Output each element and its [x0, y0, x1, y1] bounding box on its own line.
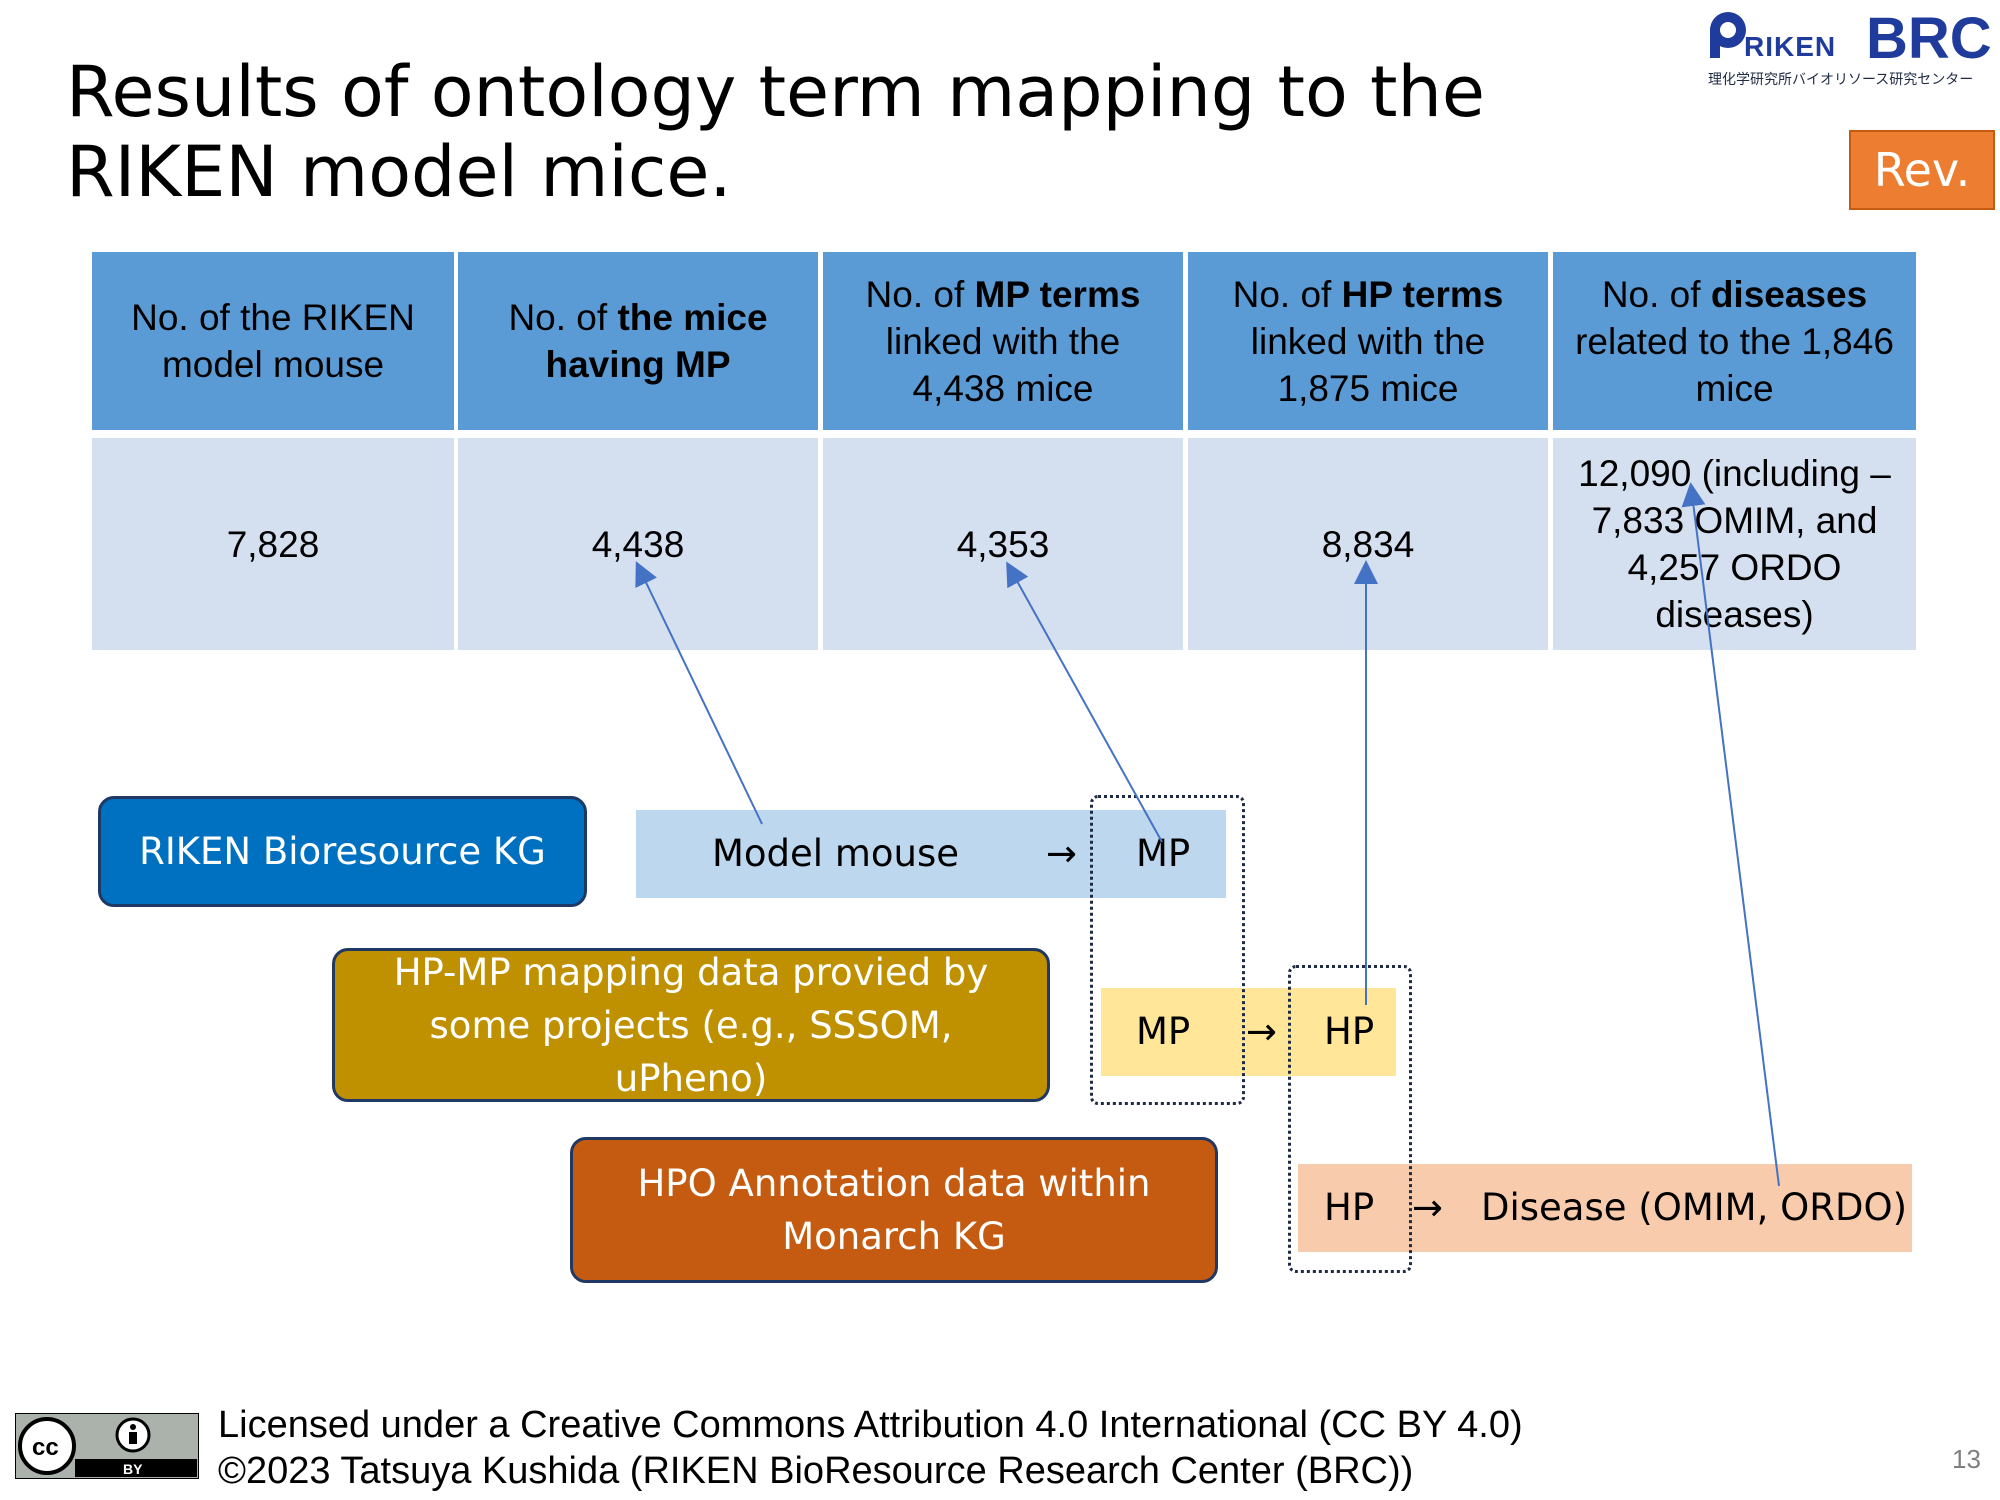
cc-by-badge: cc BY — [14, 1412, 200, 1480]
header-text: linked with the 1,875 mice — [1250, 320, 1486, 409]
cc-icon — [18, 1417, 76, 1475]
header-bold-text: the mice having MP — [545, 297, 768, 385]
hp-label: HP — [1324, 1186, 1375, 1229]
model-mouse-label: Model mouse — [712, 832, 960, 875]
arrow-diseases — [1681, 482, 1780, 1187]
page-number: 13 — [1952, 1444, 1981, 1474]
hp-label: HP — [1324, 1010, 1375, 1053]
by-text: BY — [123, 1461, 143, 1477]
mapping-band-hp-disease — [1298, 1164, 1912, 1252]
table-header-cell: No. of the mice having MP — [458, 252, 818, 430]
table-value-cell: 4,438 — [458, 438, 818, 650]
slide-title: Results of ontology term mapping to the … — [66, 51, 1485, 213]
arrow-right-icon: → — [1246, 1010, 1278, 1053]
table-header-cell: No. of diseases related to the 1,846 mic… — [1553, 252, 1916, 430]
header-text: No. of — [1601, 273, 1711, 315]
riken-brc-logo: RIKEN BRC 理化学研究所バイオリソース研究センター — [1700, 0, 2000, 100]
license-text: Licensed under a Creative Commons Attrib… — [218, 1404, 1523, 1446]
arrow-right-icon: → — [1046, 832, 1078, 875]
hp-mp-mapping-box: HP-MP mapping data provied by some proje… — [332, 948, 1050, 1102]
cc-text: cc — [32, 1434, 59, 1461]
header-text: linked with the 4,438 mice — [885, 320, 1121, 409]
arrow-mp-terms — [1006, 561, 1163, 843]
table-header-cell: No. of HP terms linked with the 1,875 mi… — [1188, 252, 1548, 430]
mapping-band-mouse-mp — [636, 810, 1226, 898]
table-value-cell: 7,828 — [92, 438, 454, 650]
copyright-text: ©2023 Tatsuya Kushida (RIKEN BioResource… — [218, 1450, 1414, 1492]
table-value-cell: 12,090 (including – 7,833 OMIM, and 4,25… — [1553, 438, 1916, 650]
svg-text:BRC: BRC — [1866, 6, 1992, 71]
hp-group-outline — [1288, 965, 1412, 1273]
riken-kg-box: RIKEN Bioresource KG — [98, 796, 587, 907]
header-text: No. of — [865, 273, 975, 315]
svg-text:理化学研究所バイオリソース研究センター: 理化学研究所バイオリソース研究センター — [1708, 72, 1973, 88]
results-table: No. of the RIKEN model mouse No. of the … — [92, 252, 1916, 650]
header-bold-text: HP terms — [1341, 273, 1504, 315]
riken-logo-icon: RIKEN BRC 理化学研究所バイオリソース研究センター — [1708, 6, 1992, 88]
svg-text:RIKEN: RIKEN — [1744, 31, 1836, 62]
header-bold-text: diseases — [1710, 273, 1868, 315]
arrow-mice-having-mp — [635, 561, 763, 825]
header-bold-text: MP terms — [974, 273, 1141, 315]
rev-badge: Rev. — [1849, 130, 1995, 210]
header-text: No. of — [1232, 273, 1342, 315]
table-header-cell: No. of MP terms linked with the 4,438 mi… — [823, 252, 1183, 430]
header-text: No. of the RIKEN model mouse — [131, 297, 415, 385]
hpo-annotation-box: HPO Annotation data within Monarch KG — [570, 1137, 1218, 1283]
mp-label: MP — [1136, 1010, 1191, 1053]
mp-group-outline — [1090, 795, 1245, 1105]
arrow-right-icon: → — [1412, 1186, 1444, 1229]
mp-label: MP — [1136, 832, 1191, 875]
table-value-cell: 4,353 — [823, 438, 1183, 650]
header-text: related to the 1,846 mice — [1575, 320, 1894, 409]
table-value-cell: 8,834 — [1188, 438, 1548, 650]
header-text: No. of — [508, 297, 618, 338]
table-header-cell: No. of the RIKEN model mouse — [92, 252, 454, 430]
disease-label: Disease (OMIM, ORDO) — [1481, 1186, 1908, 1229]
mapping-band-mp-hp — [1101, 988, 1396, 1076]
